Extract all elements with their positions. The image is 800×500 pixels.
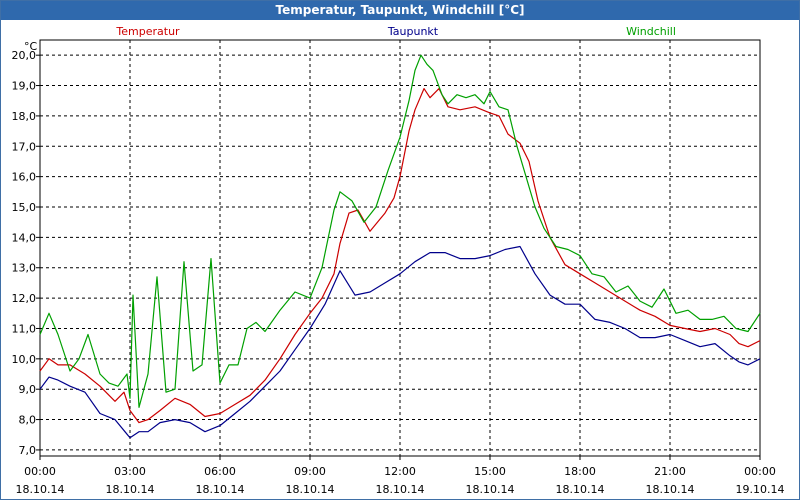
grid [40, 40, 760, 456]
y-tick-label: 11,0 [12, 322, 37, 335]
y-tick-label: 15,0 [12, 201, 37, 214]
x-tick-time-label: 18:00 [564, 465, 596, 478]
x-tick-time-label: 15:00 [474, 465, 506, 478]
x-tick-time-label: 03:00 [114, 465, 146, 478]
x-tick-date-label: 18.10.14 [196, 483, 245, 496]
x-tick-date-label: 18.10.14 [556, 483, 605, 496]
chart-title: Temperatur, Taupunkt, Windchill [°C] [1, 1, 799, 20]
y-tick-label: 9,0 [19, 383, 37, 396]
x-tick-date-label: 18.10.14 [106, 483, 155, 496]
series-lines [39, 54, 761, 439]
plot-area [39, 39, 761, 457]
legend-taupunkt: Taupunkt [387, 25, 439, 38]
y-tick-label: 7,0 [19, 444, 37, 457]
x-tick-date-label: 18.10.14 [376, 483, 425, 496]
x-tick-date-label: 18.10.14 [286, 483, 335, 496]
y-tick-label: 14,0 [12, 231, 37, 244]
y-tick-label: 8,0 [19, 414, 37, 427]
series-line-temperatur [39, 87, 761, 424]
x-tick-date-label: 19.10.14 [736, 483, 785, 496]
x-tick-time-label: 00:00 [744, 465, 776, 478]
x-tick-time-label: 00:00 [24, 465, 56, 478]
y-tick-label: 12,0 [12, 292, 37, 305]
x-tick-time-label: 06:00 [204, 465, 236, 478]
y-tick-label: 10,0 [12, 353, 37, 366]
y-tick-label: 17,0 [12, 140, 37, 153]
y-axis-unit-label: °C [24, 40, 38, 53]
x-tick-date-label: 18.10.14 [646, 483, 695, 496]
x-tick-time-label: 21:00 [654, 465, 686, 478]
x-tick-time-label: 09:00 [294, 465, 326, 478]
series-line-windchill [39, 54, 761, 408]
y-tick-label: 13,0 [12, 262, 37, 275]
y-tick-label: 19,0 [12, 80, 37, 93]
y-tick-label: 20,0 [12, 49, 37, 62]
y-tick-label: 16,0 [12, 171, 37, 184]
series-line-taupunkt [39, 245, 761, 439]
y-axis: 7,0 8,0 9,0 10,0 11,0 12,0 13,0 14,0 15,0 16,0 17,… [12, 49, 40, 457]
x-axis: 00:00 18.10.14 03:00 18.10.14 06:00 18.10.14 0… [16, 456, 785, 496]
y-tick-label: 18,0 [12, 110, 37, 123]
x-tick-date-label: 18.10.14 [466, 483, 515, 496]
x-tick-date-label: 18.10.14 [16, 483, 65, 496]
legend-temperatur: Temperatur [115, 25, 180, 38]
x-tick-time-label: 12:00 [384, 465, 416, 478]
legend-windchill: Windchill [626, 25, 676, 38]
